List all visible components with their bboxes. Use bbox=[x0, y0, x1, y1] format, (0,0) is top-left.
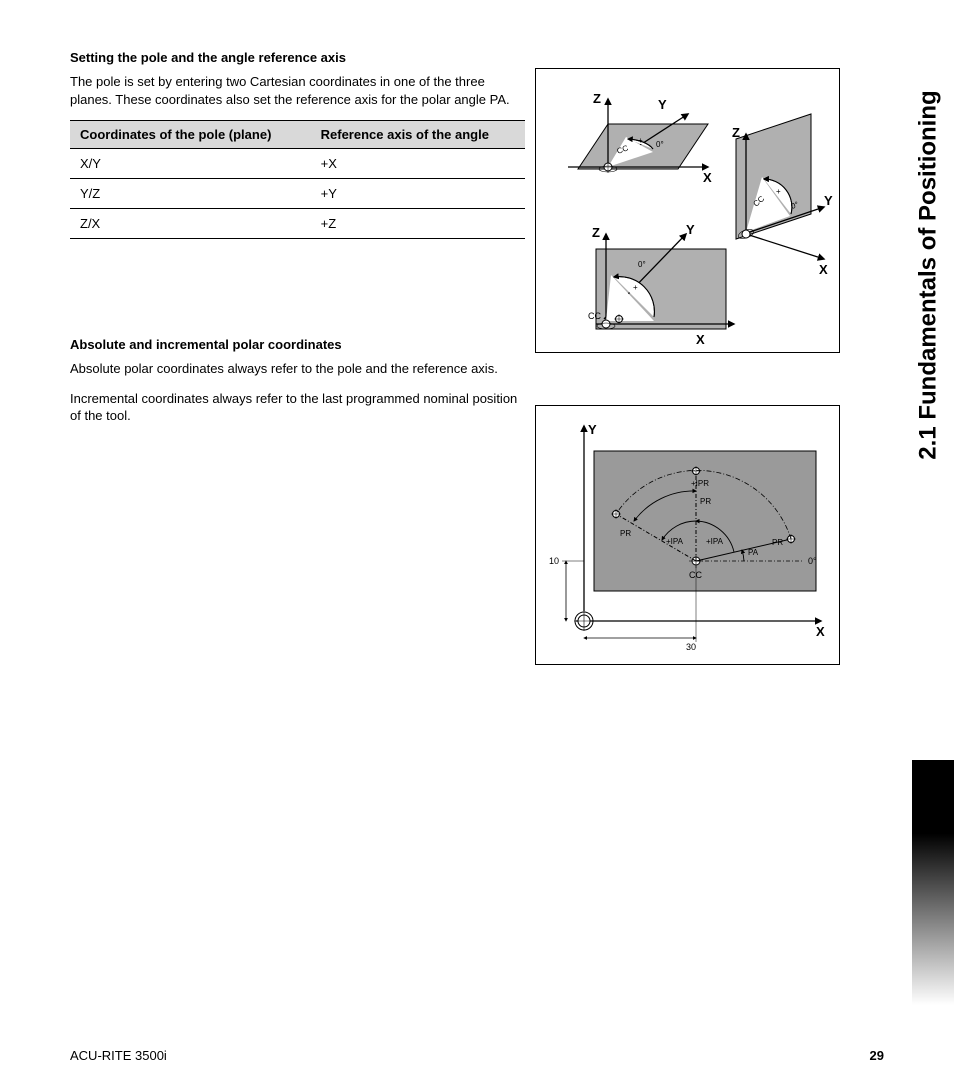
axis-x-label: X bbox=[816, 624, 825, 639]
zero-label: 0° bbox=[808, 556, 817, 566]
dim-10: 10 bbox=[549, 556, 559, 566]
table-cell: +Y bbox=[311, 179, 525, 209]
plus-label: + bbox=[638, 136, 643, 145]
table-header-row: Coordinates of the pole (plane) Referenc… bbox=[70, 121, 525, 149]
axis-x-label: X bbox=[696, 332, 705, 347]
table-col-header: Coordinates of the pole (plane) bbox=[70, 121, 311, 149]
plus-label: + bbox=[633, 283, 638, 292]
page-footer: ACU-RITE 3500i 29 bbox=[70, 1048, 884, 1063]
plus-label: + bbox=[776, 187, 781, 196]
table-cell: +X bbox=[311, 149, 525, 179]
zero-label: 0° bbox=[656, 140, 664, 149]
coordinates-table: Coordinates of the pole (plane) Referenc… bbox=[70, 120, 525, 239]
ipa-label: +IPA bbox=[706, 537, 724, 546]
pr-label: PR bbox=[772, 538, 783, 547]
thumb-index-bar bbox=[912, 760, 954, 1005]
axis-y-label: Y bbox=[588, 422, 597, 437]
axis-y-label: Y bbox=[824, 193, 833, 208]
axis-z-label: Z bbox=[593, 91, 601, 106]
figure-planes-diagram: Z Y X CC 0° + bbox=[535, 68, 840, 353]
zero-label: 0° bbox=[638, 260, 646, 269]
axis-y-label: Y bbox=[658, 97, 667, 112]
axis-y-label: Y bbox=[686, 222, 695, 237]
side-section-heading: 2.1 Fundamentals of Positioning bbox=[904, 40, 954, 510]
footer-product: ACU-RITE 3500i bbox=[70, 1048, 167, 1063]
figure-polar-diagram: Y X CC 0° bbox=[535, 405, 840, 665]
axis-x-label: X bbox=[819, 262, 828, 277]
table-cell: Z/X bbox=[70, 209, 311, 239]
axis-z-label: Z bbox=[592, 225, 600, 240]
table-row: X/Y +X bbox=[70, 149, 525, 179]
pr-label: PR bbox=[700, 497, 711, 506]
table-cell: +Z bbox=[311, 209, 525, 239]
dim-30: 30 bbox=[686, 642, 696, 652]
axis-x-label: X bbox=[703, 170, 712, 185]
table-row: Z/X +Z bbox=[70, 209, 525, 239]
section2-para2: Incremental coordinates always refer to … bbox=[70, 390, 525, 425]
table-cell: Y/Z bbox=[70, 179, 311, 209]
section1-heading: Setting the pole and the angle reference… bbox=[70, 50, 840, 65]
cc-label: CC bbox=[689, 570, 702, 580]
side-heading-text: 2.1 Fundamentals of Positioning bbox=[915, 90, 943, 459]
section1-paragraph: The pole is set by entering two Cartesia… bbox=[70, 73, 525, 108]
axis-z-label: Z bbox=[732, 125, 740, 140]
ipa-label: +IPA bbox=[666, 537, 684, 546]
pr-label: PR bbox=[620, 529, 631, 538]
cc-label: CC bbox=[588, 311, 601, 321]
section2-para1: Absolute polar coordinates always refer … bbox=[70, 360, 525, 378]
table-row: Y/Z +Y bbox=[70, 179, 525, 209]
table-cell: X/Y bbox=[70, 149, 311, 179]
pa-label: PA bbox=[748, 548, 759, 557]
ipr-label: +IPR bbox=[691, 479, 709, 488]
footer-page-number: 29 bbox=[870, 1048, 884, 1063]
table-col-header: Reference axis of the angle bbox=[311, 121, 525, 149]
